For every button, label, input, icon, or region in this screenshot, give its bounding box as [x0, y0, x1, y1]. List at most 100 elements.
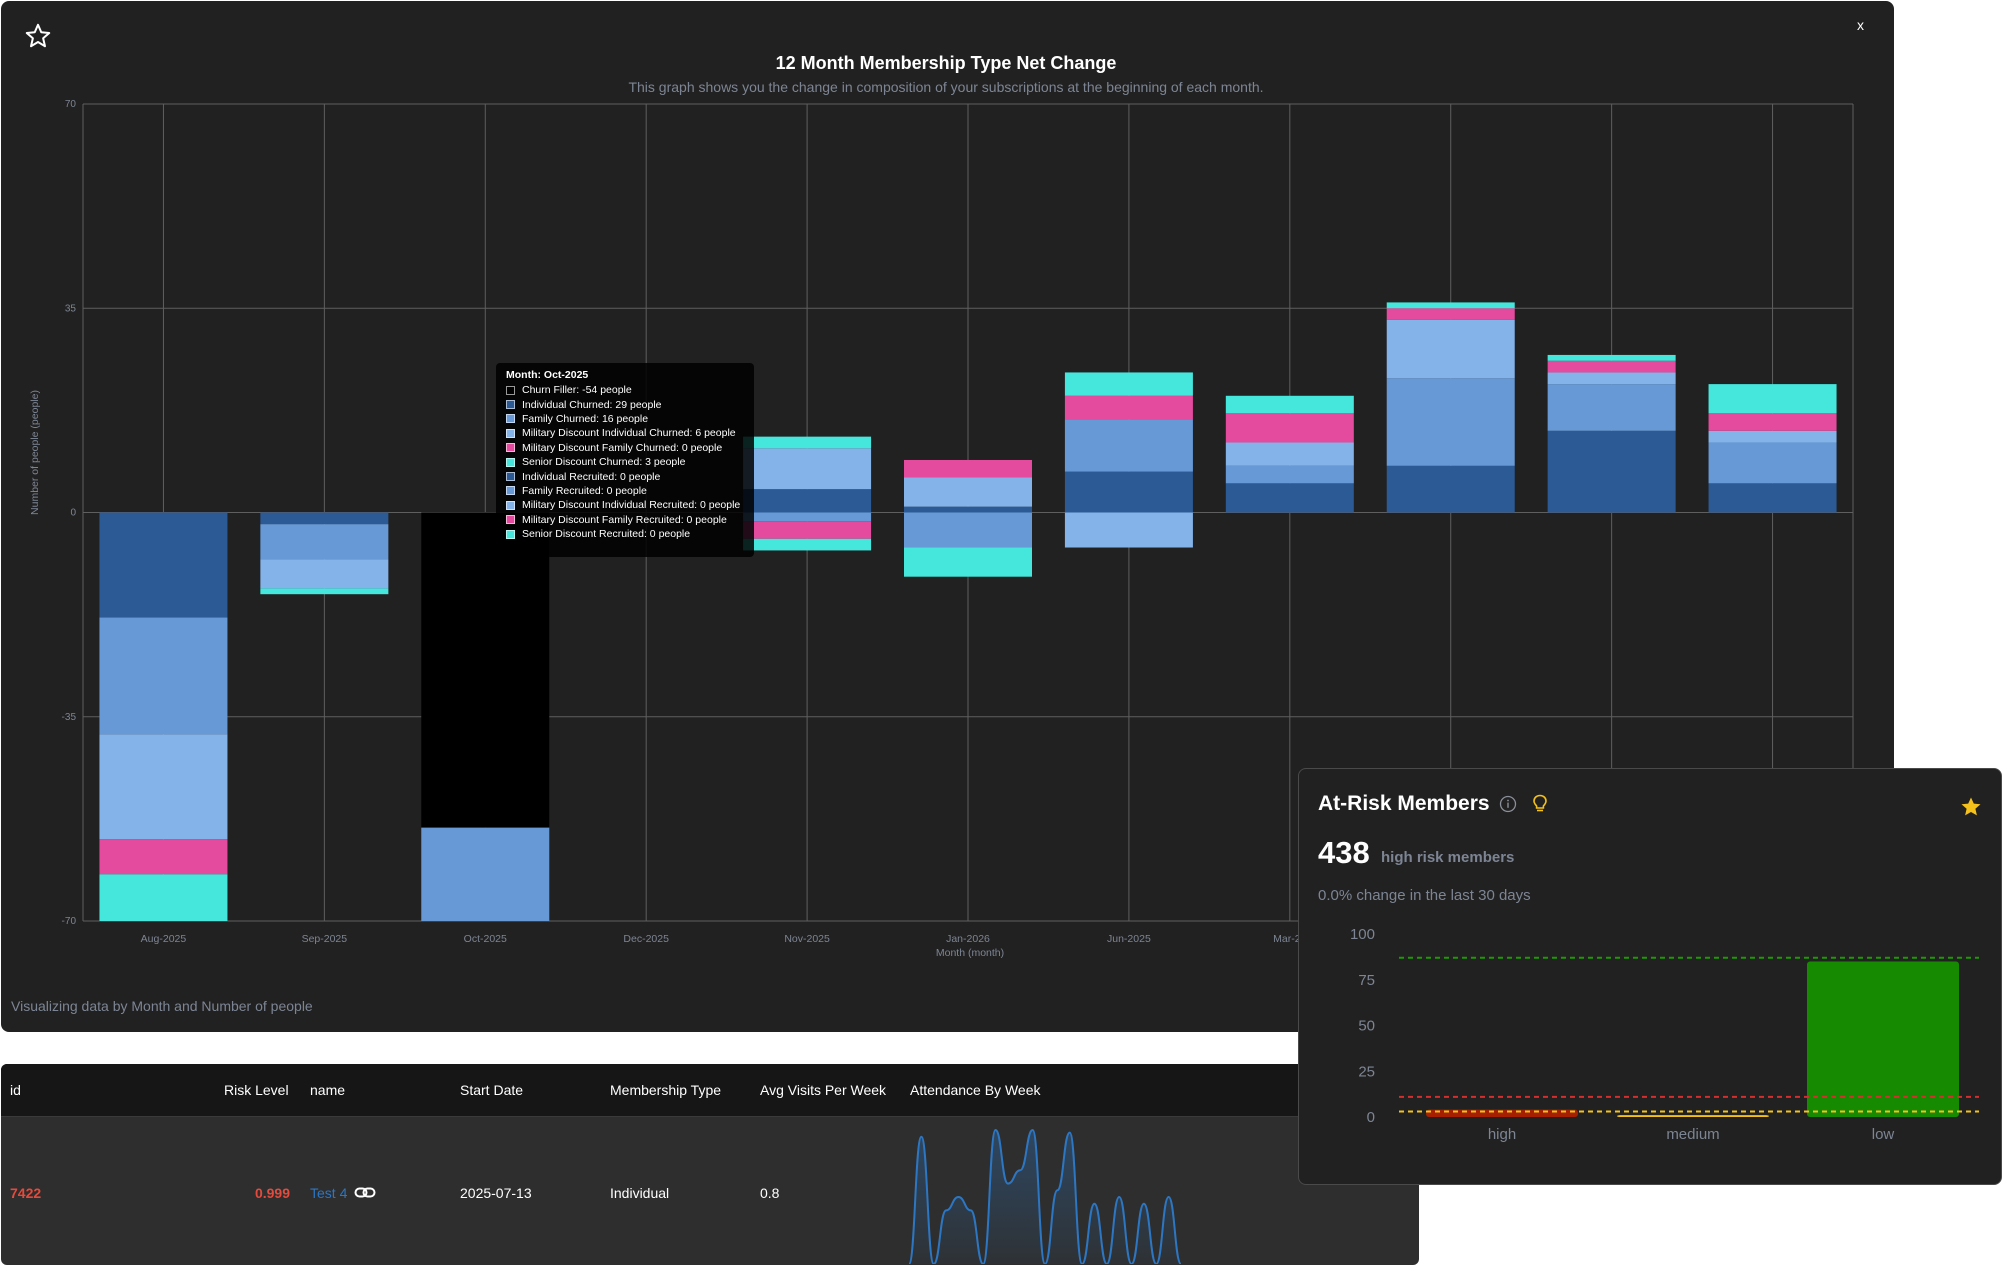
- x-tick-label: Jun-2025: [1107, 933, 1151, 945]
- chart-footer-description: Visualizing data by Month and Number of …: [11, 998, 313, 1014]
- favorite-star-filled-icon[interactable]: [1959, 795, 1983, 819]
- info-icon[interactable]: [1499, 795, 1517, 813]
- bar-segment[interactable]: [260, 512, 389, 525]
- chart-tooltip: Month: Oct-2025 Churn Filler: -54 people…: [496, 363, 754, 557]
- bar-segment[interactable]: [1386, 308, 1515, 320]
- x-tick-label: Jan-2026: [946, 933, 990, 945]
- tooltip-swatch: [506, 414, 515, 424]
- lightbulb-icon[interactable]: [1532, 794, 1548, 814]
- bar-segment[interactable]: [1708, 413, 1837, 431]
- tooltip-swatch: [506, 486, 515, 496]
- bar-segment[interactable]: [743, 448, 872, 490]
- bar-segment[interactable]: [743, 538, 872, 551]
- bar-segment[interactable]: [1708, 442, 1837, 484]
- tooltip-row-label: Military Discount Family Recruited: 0 pe…: [522, 513, 727, 526]
- tooltip-swatch: [506, 529, 515, 539]
- bar-segment[interactable]: [1225, 442, 1354, 466]
- bar-segment[interactable]: [99, 734, 228, 840]
- risk-x-tick-label: medium: [1666, 1126, 1719, 1143]
- tooltip-swatch: [506, 457, 515, 467]
- column-header-risk-level[interactable]: Risk Level: [224, 1082, 289, 1098]
- bar-segment[interactable]: [99, 874, 228, 921]
- y-tick-label: -70: [62, 916, 77, 927]
- bar-segment[interactable]: [1708, 384, 1837, 414]
- tooltip-row-label: Military Discount Individual Churned: 6 …: [522, 427, 736, 440]
- column-header-start-date[interactable]: Start Date: [460, 1082, 524, 1098]
- favorite-star-icon[interactable]: [23, 21, 53, 51]
- tooltip-row-label: Military Discount Family Churned: 0 peop…: [522, 441, 723, 454]
- bar-segment[interactable]: [1386, 319, 1515, 379]
- risk-x-tick-label: low: [1872, 1126, 1895, 1143]
- tooltip-title: Month: Oct-2025: [506, 369, 589, 381]
- tooltip-row-label: Churn Filler: -54 people: [522, 384, 632, 397]
- sparkline-area: [909, 1130, 1181, 1264]
- tooltip-row: Military Discount Individual Churned: 6 …: [506, 426, 744, 440]
- tooltip-swatch: [506, 443, 515, 453]
- bar-segment[interactable]: [1386, 302, 1515, 309]
- bar-segment[interactable]: [1225, 483, 1354, 513]
- bar-segment[interactable]: [1225, 395, 1354, 414]
- bar-segment[interactable]: [1547, 430, 1676, 513]
- bar-segment[interactable]: [421, 827, 550, 921]
- bar-segment[interactable]: [1386, 378, 1515, 466]
- risk-y-tick-label: 75: [1358, 972, 1375, 989]
- column-header-id[interactable]: id: [10, 1082, 21, 1098]
- member-name[interactable]: Test 4: [310, 1185, 348, 1201]
- bar-segment[interactable]: [904, 512, 1032, 548]
- link-icon[interactable]: [354, 1186, 376, 1200]
- bar-segment[interactable]: [1547, 354, 1676, 361]
- at-risk-members-table: id Risk Level name Start Date Membership…: [1, 1064, 1419, 1265]
- tooltip-row-label: Family Churned: 16 people: [522, 412, 649, 425]
- x-tick-label: Oct-2025: [464, 933, 507, 945]
- bar-segment[interactable]: [421, 512, 550, 828]
- column-header-avg-visits[interactable]: Avg Visits Per Week: [760, 1082, 887, 1098]
- bar-segment[interactable]: [904, 477, 1032, 507]
- card-title: At-Risk Members: [1318, 792, 1490, 815]
- y-tick-label: -35: [62, 712, 77, 723]
- tooltip-swatch: [506, 428, 515, 438]
- bar-segment[interactable]: [743, 521, 872, 539]
- bar-segment[interactable]: [1064, 419, 1193, 472]
- bar-segment[interactable]: [99, 839, 228, 875]
- bar-segment[interactable]: [1708, 483, 1837, 513]
- bar-segment[interactable]: [1547, 384, 1676, 431]
- risk-x-tick-label: high: [1488, 1126, 1516, 1143]
- tooltip-row-label: Senior Discount Recruited: 0 people: [522, 528, 691, 541]
- bar-segment[interactable]: [99, 617, 228, 735]
- bar-segment[interactable]: [904, 459, 1032, 478]
- bar-segment[interactable]: [1225, 413, 1354, 443]
- risk-change-text: 0.0% change in the last 30 days: [1318, 887, 1531, 904]
- bar-segment[interactable]: [743, 436, 872, 449]
- column-header-attendance[interactable]: Attendance By Week: [910, 1082, 1041, 1098]
- bar-segment[interactable]: [260, 559, 389, 589]
- tooltip-row: Military Discount Family Recruited: 0 pe…: [506, 513, 744, 527]
- risk-bar[interactable]: [1617, 1115, 1769, 1117]
- member-name-link[interactable]: Test 4: [310, 1183, 376, 1203]
- bar-segment[interactable]: [1064, 372, 1193, 396]
- risk-bar[interactable]: [1807, 961, 1959, 1117]
- tooltip-row: Individual Recruited: 0 people: [506, 469, 744, 483]
- column-header-name[interactable]: name: [310, 1082, 346, 1098]
- bar-segment[interactable]: [1064, 471, 1193, 513]
- risk-y-tick-label: 0: [1367, 1109, 1375, 1126]
- bar-segment[interactable]: [904, 506, 1032, 513]
- bar-segment[interactable]: [260, 588, 389, 595]
- cell-avg-visits: 0.8: [760, 1185, 780, 1201]
- bar-segment[interactable]: [1547, 360, 1676, 373]
- column-header-membership-type[interactable]: Membership Type: [610, 1082, 722, 1098]
- bar-segment[interactable]: [1708, 430, 1837, 443]
- bar-segment[interactable]: [743, 512, 872, 522]
- bar-segment[interactable]: [1547, 372, 1676, 385]
- bar-segment[interactable]: [260, 524, 389, 560]
- bar-segment[interactable]: [1064, 512, 1193, 548]
- risk-y-tick-label: 25: [1358, 1063, 1375, 1080]
- chart-subtitle: This graph shows you the change in compo…: [628, 79, 1264, 95]
- bar-segment[interactable]: [1386, 465, 1515, 513]
- bar-segment[interactable]: [99, 512, 228, 618]
- bar-segment[interactable]: [743, 489, 872, 513]
- bar-segment[interactable]: [1064, 395, 1193, 420]
- bar-segment[interactable]: [904, 547, 1032, 577]
- cell-start-date: 2025-07-13: [460, 1185, 532, 1201]
- bar-segment[interactable]: [1225, 465, 1354, 484]
- close-button[interactable]: x: [1857, 17, 1864, 33]
